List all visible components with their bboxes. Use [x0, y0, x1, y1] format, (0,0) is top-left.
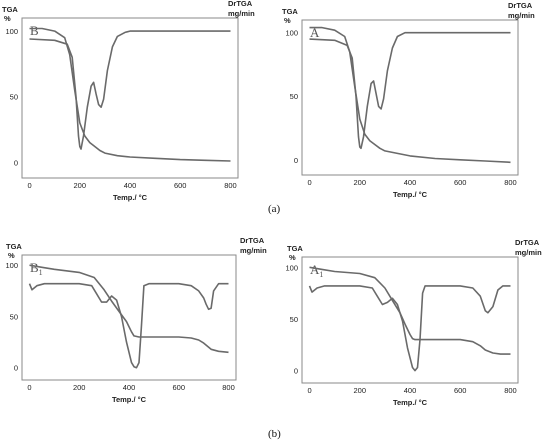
- x-tick-label: 200: [73, 383, 86, 392]
- y-axis-unit-left: %: [284, 16, 291, 25]
- x-tick-label: 800: [222, 383, 235, 392]
- y-axis-unit-right: mg/min: [228, 9, 255, 18]
- y-tick-label: 0: [294, 156, 298, 165]
- x-tick-label: 0: [307, 178, 311, 187]
- x-tick-label: 400: [123, 383, 136, 392]
- plot-frame: [301, 19, 519, 176]
- panel-letter: A: [310, 25, 320, 40]
- panel-letter: B: [30, 23, 39, 38]
- x-axis-label: Temp./ °C: [393, 398, 428, 407]
- plot-frame: [301, 256, 519, 384]
- y-tick-label: 50: [290, 92, 298, 101]
- drtga-curve: [29, 30, 231, 150]
- y-tick-label: 100: [5, 27, 18, 36]
- y-axis-unit-right: mg/min: [508, 11, 535, 20]
- y-axis-label-right: DrTGA: [228, 0, 253, 8]
- panel-letter-subscript: 1: [39, 268, 43, 277]
- tga-curve: [309, 26, 511, 164]
- x-tick-label: 200: [74, 181, 87, 190]
- y-axis-unit-left: %: [289, 253, 296, 262]
- y-axis-unit-left: %: [4, 14, 11, 23]
- x-tick-label: 200: [354, 178, 367, 187]
- x-tick-label: 600: [454, 386, 467, 395]
- y-axis-label-left: TGA: [287, 244, 303, 253]
- y-axis-label-right: DrTGA: [515, 238, 540, 247]
- x-axis-label: Temp./ °C: [113, 193, 148, 202]
- x-tick-label: 600: [454, 178, 467, 187]
- x-tick-label: 200: [354, 386, 367, 395]
- panel-letter-subscript: 1: [319, 270, 323, 279]
- y-tick-label: 100: [5, 261, 18, 270]
- x-axis-label: Temp./ °C: [393, 190, 428, 199]
- y-tick-label: 100: [285, 29, 298, 38]
- y-tick-label: 0: [294, 367, 298, 376]
- y-axis-label-right: DrTGA: [508, 1, 533, 10]
- panel-letter: B1: [30, 260, 43, 277]
- y-tick-label: 0: [14, 364, 18, 373]
- plot-frame: [21, 17, 239, 179]
- y-axis-label-left: TGA: [282, 7, 298, 16]
- drtga-curve: [28, 282, 229, 369]
- y-tick-label: 0: [14, 158, 18, 167]
- y-tick-label: 50: [10, 312, 18, 321]
- x-tick-label: 600: [173, 383, 186, 392]
- y-axis-label-left: TGA: [6, 242, 22, 251]
- tga-curve: [309, 266, 511, 355]
- y-axis-unit-right: mg/min: [515, 248, 542, 257]
- panel-letter: A1: [310, 262, 323, 279]
- x-tick-label: 800: [504, 386, 517, 395]
- y-axis-unit-left: %: [8, 251, 15, 260]
- caption-a: (a): [268, 203, 281, 215]
- x-tick-label: 400: [404, 386, 417, 395]
- x-tick-label: 800: [224, 181, 237, 190]
- y-axis-label-right: DrTGA: [240, 236, 265, 245]
- x-tick-label: 800: [504, 178, 517, 187]
- y-tick-label: 50: [290, 315, 298, 324]
- x-tick-label: 0: [27, 383, 31, 392]
- x-axis-label: Temp./ °C: [112, 395, 147, 404]
- drtga-curve: [309, 31, 511, 150]
- tga-curve: [29, 27, 231, 162]
- x-tick-label: 600: [174, 181, 187, 190]
- tga-curve: [29, 264, 229, 354]
- x-tick-label: 400: [124, 181, 137, 190]
- y-tick-label: 50: [10, 93, 18, 102]
- x-tick-label: 0: [27, 181, 31, 190]
- y-axis-unit-right: mg/min: [240, 246, 267, 255]
- x-tick-label: 400: [404, 178, 417, 187]
- plot-frame: [21, 254, 237, 381]
- x-tick-label: 0: [307, 386, 311, 395]
- drtga-curve: [308, 285, 511, 372]
- caption-b: (b): [268, 428, 281, 440]
- y-axis-label-left: TGA: [2, 5, 18, 14]
- y-tick-label: 100: [285, 263, 298, 272]
